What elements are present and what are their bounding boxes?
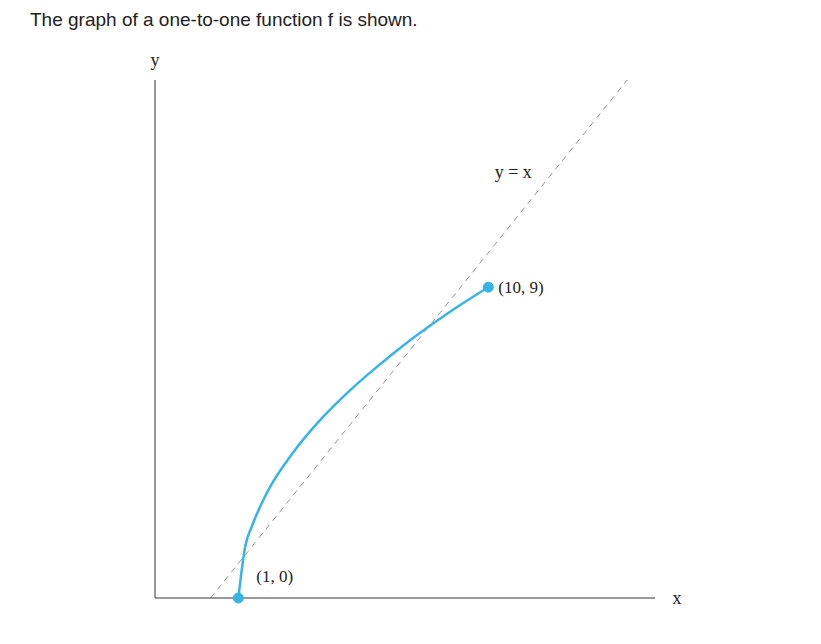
svg-text:x: x: [673, 588, 682, 608]
svg-text:(1, 0): (1, 0): [256, 567, 293, 586]
svg-text:(10, 9): (10, 9): [498, 278, 543, 297]
svg-text:y: y: [151, 50, 160, 70]
svg-text:y = x: y = x: [495, 162, 532, 182]
html-text:The graph of a one-to-one func: The graph of a one-to-one function f is …: [30, 9, 418, 30]
